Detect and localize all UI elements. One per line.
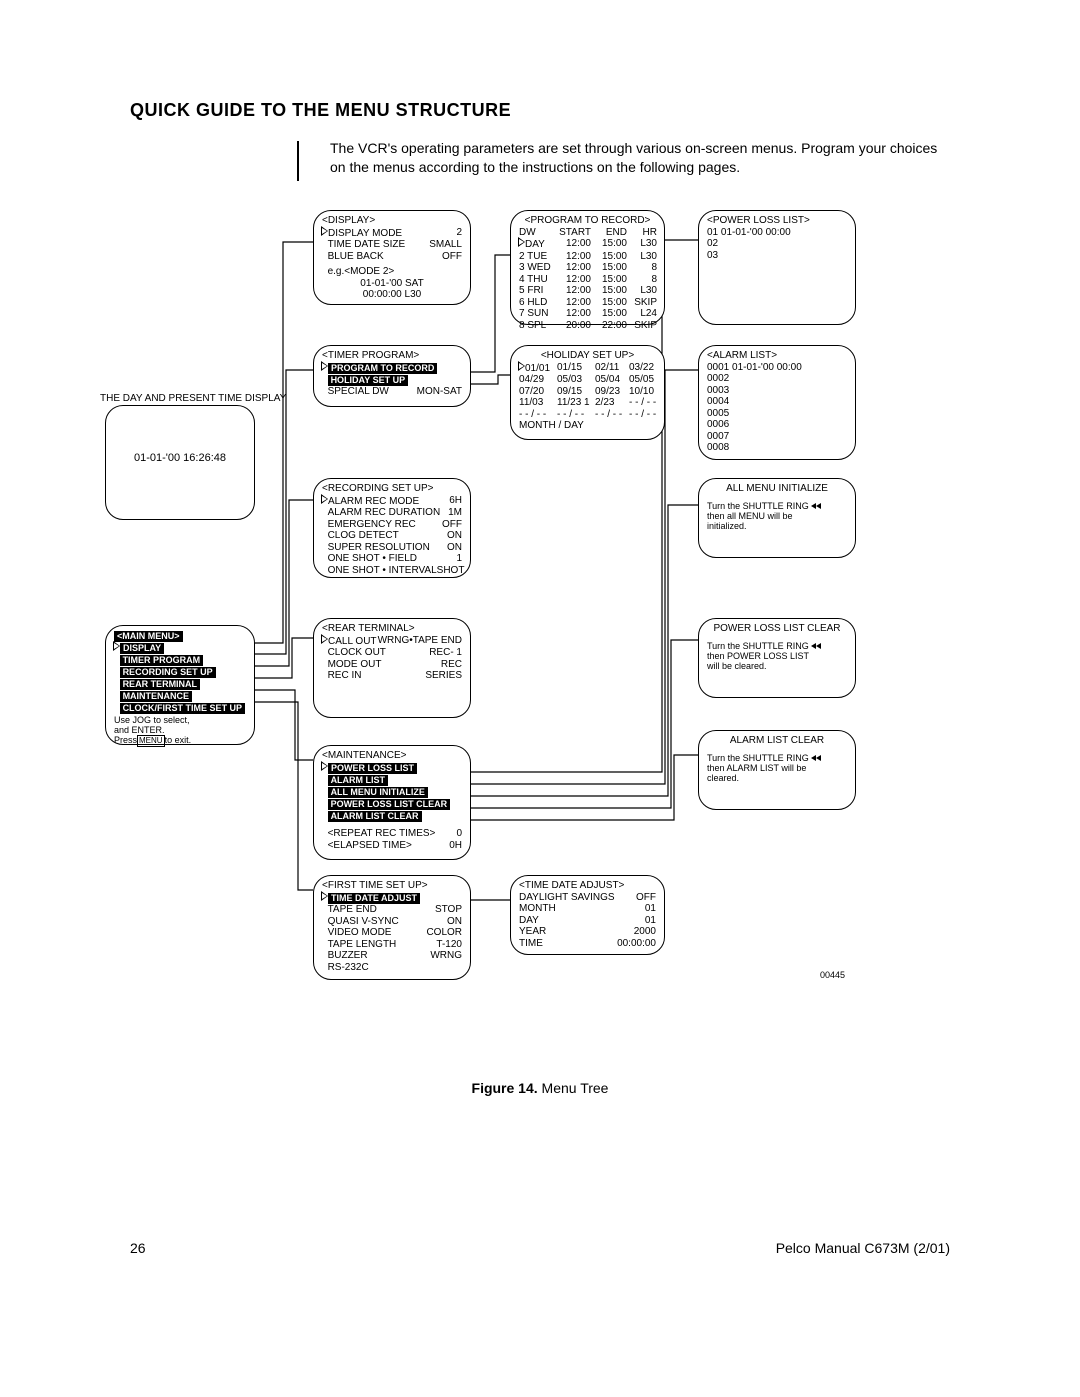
- main-menu-title: <MAIN MENU>: [114, 631, 183, 642]
- al-clear-box: ALARM LIST CLEAR Turn the SHUTTLE RING t…: [698, 730, 856, 810]
- mm-hint3a: Press: [114, 735, 137, 745]
- intro-text: The VCR's operating parameters are set t…: [330, 139, 950, 177]
- mm-timer: TIMER PROGRAM: [120, 655, 204, 666]
- mt-title: <MAINTENANCE>: [322, 750, 462, 762]
- all-menu-init-box: ALL MENU INITIALIZE Turn the SHUTTLE RIN…: [698, 478, 856, 558]
- ptr-title: <PROGRAM TO RECORD>: [519, 215, 656, 227]
- display-title: <DISPLAY>: [322, 215, 462, 227]
- mm-display: DISPLAY: [120, 643, 164, 654]
- mm-hint3b: MENU: [137, 735, 165, 747]
- time-display-value: 01-01-'00 16:26:48: [114, 410, 246, 465]
- recording-setup-box: <RECORDING SET UP> ALARM REC MODE6H ALAR…: [313, 478, 471, 578]
- mt-pllc: POWER LOSS LIST CLEAR: [328, 799, 451, 810]
- time-date-adjust-box: <TIME DATE ADJUST> DAYLIGHT SAVINGSOFF M…: [510, 875, 665, 955]
- mt-ami: ALL MENU INITIALIZE: [328, 787, 428, 798]
- tp-title: <TIMER PROGRAM>: [322, 350, 462, 362]
- holiday-setup-box: <HOLIDAY SET UP> 01/0101/1502/1103/2204/…: [510, 345, 665, 440]
- day-time-label: THE DAY AND PRESENT TIME DISPLAY: [100, 393, 286, 404]
- alarm-list-box: <ALARM LIST> 0001 01-01-'00 00:00 0002 0…: [698, 345, 856, 460]
- section-title: QUICK GUIDE TO THE MENU STRUCTURE: [130, 100, 950, 121]
- mm-hint3c: to exit.: [165, 735, 192, 745]
- page-number: 26: [130, 1240, 146, 1256]
- mm-hint1: Use JOG to select,: [114, 715, 246, 725]
- rs-title: <RECORDING SET UP>: [322, 483, 462, 495]
- ft-tda: TIME DATE ADJUST: [328, 893, 420, 904]
- mm-maint: MAINTENANCE: [120, 691, 193, 702]
- ami-title: ALL MENU INITIALIZE: [707, 483, 847, 495]
- first-time-box: <FIRST TIME SET UP> TIME DATE ADJUST TAP…: [313, 875, 471, 980]
- rt-title: <REAR TERMINAL>: [322, 623, 462, 635]
- manual-id: Pelco Manual C673M (2/01): [776, 1240, 950, 1256]
- time-display-box: 01-01-'00 16:26:48: [105, 405, 255, 520]
- tp-ptr: PROGRAM TO RECORD: [328, 363, 437, 374]
- ft-title: <FIRST TIME SET UP>: [322, 880, 462, 892]
- program-to-record-box: <PROGRAM TO RECORD> DWSTARTENDHRDAY12:00…: [510, 210, 665, 325]
- pllc-title: POWER LOSS LIST CLEAR: [707, 623, 847, 635]
- doc-number: 00445: [820, 970, 845, 980]
- mm-rear: REAR TERMINAL: [120, 679, 201, 690]
- mm-recording: RECORDING SET UP: [120, 667, 216, 678]
- figure-caption: Figure 14. Menu Tree: [130, 1080, 950, 1096]
- intro-divider: [297, 141, 299, 181]
- hsu-foot: MONTH / DAY: [519, 420, 656, 432]
- pll-title: <POWER LOSS LIST>: [707, 215, 847, 227]
- tp-hsu: HOLIDAY SET UP: [328, 375, 409, 386]
- power-loss-list-box: <POWER LOSS LIST> 01 01-01-'00 00:00 02 …: [698, 210, 856, 325]
- display-box: <DISPLAY> DISPLAY MODE2 TIME DATE SIZESM…: [313, 210, 471, 305]
- maintenance-box: <MAINTENANCE> POWER LOSS LIST ALARM LIST…: [313, 745, 471, 860]
- tda-title: <TIME DATE ADJUST>: [519, 880, 656, 892]
- mt-alc: ALARM LIST CLEAR: [328, 811, 422, 822]
- pll-clear-box: POWER LOSS LIST CLEAR Turn the SHUTTLE R…: [698, 618, 856, 698]
- al-title: <ALARM LIST>: [707, 350, 847, 362]
- hsu-title: <HOLIDAY SET UP>: [519, 350, 656, 362]
- alc-title: ALARM LIST CLEAR: [707, 735, 847, 747]
- menu-tree-diagram: THE DAY AND PRESENT TIME DISPLAY 01-01-'…: [100, 200, 960, 1060]
- mt-pll: POWER LOSS LIST: [328, 763, 417, 774]
- main-menu-box: <MAIN MENU> DISPLAY TIMER PROGRAM RECORD…: [105, 625, 255, 745]
- rear-terminal-box: <REAR TERMINAL> CALL OUTWRNG•TAPE END CL…: [313, 618, 471, 718]
- mt-al: ALARM LIST: [328, 775, 389, 786]
- timer-program-box: <TIMER PROGRAM> PROGRAM TO RECORD HOLIDA…: [313, 345, 471, 407]
- mm-clock: CLOCK/FIRST TIME SET UP: [120, 703, 246, 714]
- mm-hint2: and ENTER.: [114, 725, 165, 735]
